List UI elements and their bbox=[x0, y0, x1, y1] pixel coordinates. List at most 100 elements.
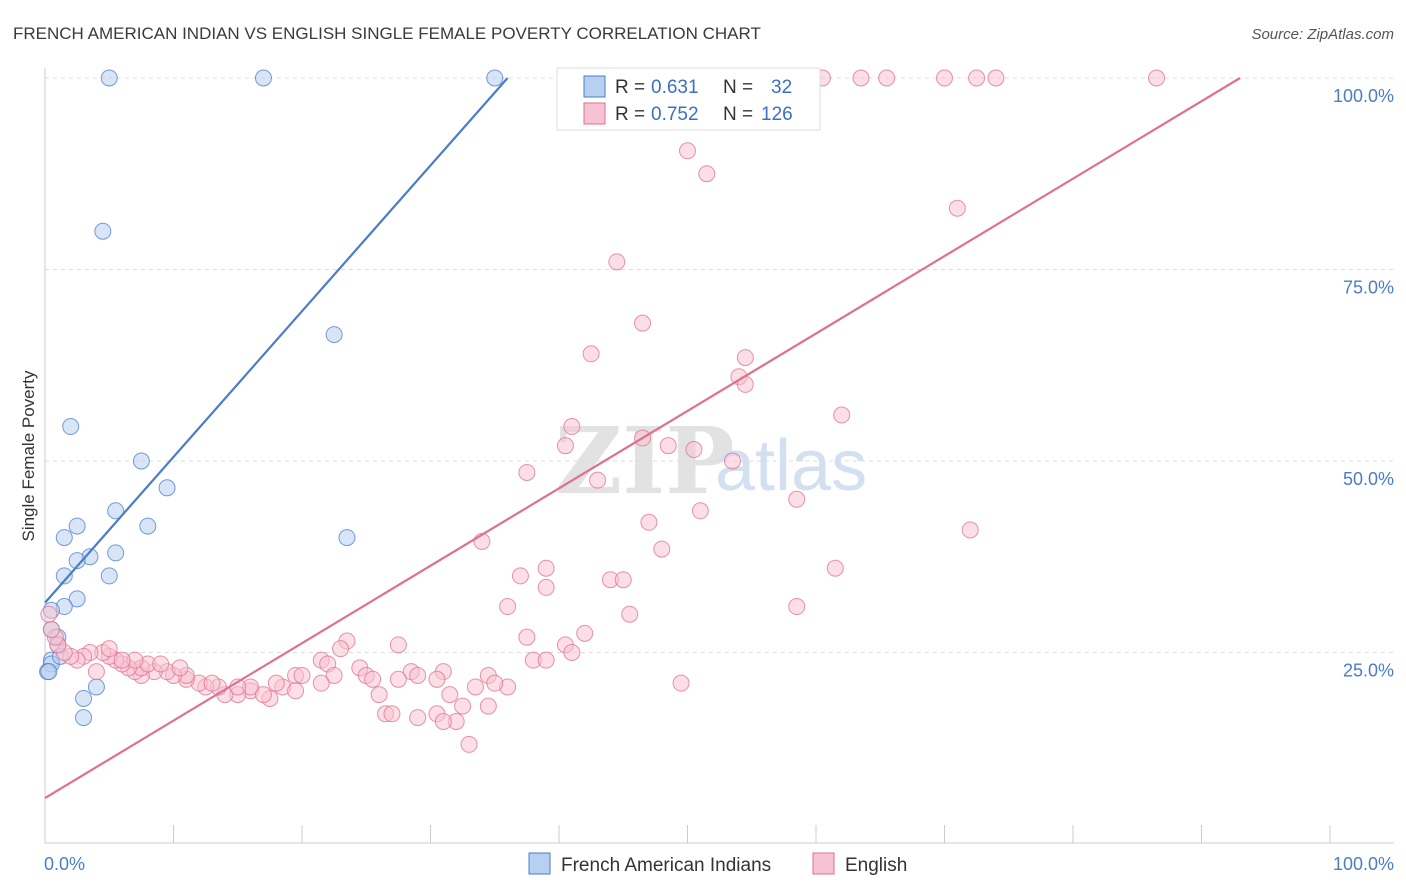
series-1-point-68 bbox=[287, 682, 305, 700]
series-0-point-17 bbox=[100, 567, 118, 585]
series-0-point-15 bbox=[68, 552, 86, 570]
series-1-point-2 bbox=[852, 69, 870, 87]
series-0-point-8 bbox=[107, 502, 125, 520]
series-0-point-16 bbox=[55, 567, 73, 585]
series-1-point-58 bbox=[293, 666, 311, 684]
series-0-point-6 bbox=[132, 452, 150, 470]
series-1-point-124 bbox=[434, 712, 452, 730]
series-1-point-110 bbox=[364, 670, 382, 688]
series-0-point-29 bbox=[75, 709, 93, 727]
series-0-point-10 bbox=[68, 517, 86, 535]
x-tick-label-1: 100.0% bbox=[1333, 854, 1394, 874]
series-1-point-24 bbox=[556, 437, 574, 455]
series-1-point-38 bbox=[614, 571, 632, 589]
series-1-point-28 bbox=[788, 490, 806, 508]
series-1-point-19 bbox=[833, 406, 851, 424]
grid bbox=[45, 77, 1394, 653]
legend-series: French American Indians English bbox=[528, 852, 907, 876]
series-0-point-7 bbox=[158, 479, 176, 497]
series-0-point-5 bbox=[62, 418, 80, 436]
series-1-point-107 bbox=[113, 651, 131, 669]
series-1-point-112 bbox=[409, 666, 427, 684]
series-1-point-14 bbox=[634, 314, 652, 332]
legend-bottom-swatch-english bbox=[812, 852, 835, 875]
series-1-point-29 bbox=[691, 502, 709, 520]
y-tick-labels: 100.0% 75.0% 50.0% 25.0% bbox=[1333, 86, 1394, 681]
series-1-point-59 bbox=[325, 666, 343, 684]
y-tick-label-2: 50.0% bbox=[1343, 469, 1394, 489]
series-1-point-20 bbox=[563, 418, 581, 436]
series-1-point-100 bbox=[42, 621, 60, 639]
series-0-point-4 bbox=[325, 326, 343, 344]
legend-n-label-0: N = bbox=[723, 77, 753, 98]
series-1-point-25 bbox=[723, 452, 741, 470]
series-1-point-44 bbox=[518, 628, 536, 646]
series-1-point-16 bbox=[736, 349, 754, 367]
series-1-trendline bbox=[44, 77, 1241, 799]
series-1-point-106 bbox=[87, 663, 105, 681]
x-tick-label-0: 0.0% bbox=[44, 854, 85, 874]
watermark-atlas: atlas bbox=[715, 426, 867, 506]
legend-bottom-swatch-french bbox=[528, 852, 551, 875]
series-1-point-15 bbox=[582, 345, 600, 363]
series-1-point-34 bbox=[537, 559, 555, 577]
series-1-point-4 bbox=[936, 69, 953, 87]
legend-r-label-1: R = bbox=[615, 104, 645, 125]
series-0-point-28 bbox=[75, 689, 93, 707]
series-1-point-39 bbox=[537, 578, 555, 596]
series-1-point-105 bbox=[171, 659, 189, 677]
series-1-point-6 bbox=[987, 69, 1005, 87]
series-1-point-108 bbox=[203, 674, 221, 692]
chart-title: FRENCH AMERICAN INDIAN VS ENGLISH SINGLE… bbox=[13, 24, 761, 43]
series-1-point-13 bbox=[608, 253, 626, 271]
series-1-point-30 bbox=[640, 513, 658, 531]
series-0-points bbox=[39, 69, 504, 727]
series-1-point-48 bbox=[332, 640, 350, 658]
series-1-point-72 bbox=[254, 686, 272, 704]
series-1-point-33 bbox=[653, 540, 671, 558]
series-0-trendline bbox=[44, 77, 509, 604]
legend-stats: R = 0.631 N = 32 R = 0.752 N = 126 bbox=[556, 67, 821, 131]
series-0-point-9 bbox=[139, 517, 157, 535]
series-1-point-5 bbox=[968, 69, 986, 87]
y-tick-label-3: 25.0% bbox=[1343, 661, 1394, 681]
series-0-point-27 bbox=[87, 678, 105, 696]
series-1-point-27 bbox=[589, 471, 607, 489]
chart-source: Source: ZipAtlas.com bbox=[1251, 26, 1394, 43]
y-axis-label: Single Female Poverty bbox=[19, 370, 38, 542]
series-0-point-3 bbox=[94, 222, 112, 240]
series-0-point-2 bbox=[486, 69, 504, 87]
legend-swatch-english bbox=[583, 102, 606, 125]
series-1-point-111 bbox=[370, 686, 388, 704]
series-1-point-49 bbox=[563, 644, 581, 661]
legend-swatch-french bbox=[583, 75, 606, 98]
series-0-point-13 bbox=[107, 544, 125, 562]
series-1-point-118 bbox=[409, 709, 427, 727]
series-1-point-11 bbox=[698, 165, 716, 183]
series-1-point-62 bbox=[428, 670, 446, 688]
series-1-point-40 bbox=[788, 598, 806, 616]
series-1-point-115 bbox=[479, 697, 497, 715]
series-1-point-122 bbox=[672, 674, 690, 692]
series-1-point-109 bbox=[267, 674, 285, 692]
series-1-point-26 bbox=[518, 463, 536, 481]
series-1-point-65 bbox=[466, 678, 484, 696]
series-1-point-101 bbox=[40, 605, 58, 623]
y-tick-label-0: 100.0% bbox=[1333, 86, 1394, 106]
legend-n-label-1: N = bbox=[723, 104, 753, 125]
series-1-point-22 bbox=[659, 437, 677, 455]
series-1-point-47 bbox=[389, 636, 407, 654]
y-tick-label-1: 75.0% bbox=[1343, 278, 1394, 298]
series-0-point-11 bbox=[55, 529, 73, 547]
series-1-point-41 bbox=[499, 598, 517, 616]
series-1-point-42 bbox=[621, 605, 639, 623]
series-1-point-7 bbox=[1148, 69, 1166, 87]
legend-bottom-label-french: French American Indians bbox=[561, 855, 771, 876]
axes bbox=[44, 68, 1394, 844]
legend-n-value-0: 32 bbox=[771, 77, 792, 98]
series-1-point-23 bbox=[685, 441, 703, 459]
series-1-point-66 bbox=[312, 674, 330, 692]
series-0-point-18 bbox=[68, 590, 86, 608]
series-1-point-123 bbox=[383, 705, 401, 723]
